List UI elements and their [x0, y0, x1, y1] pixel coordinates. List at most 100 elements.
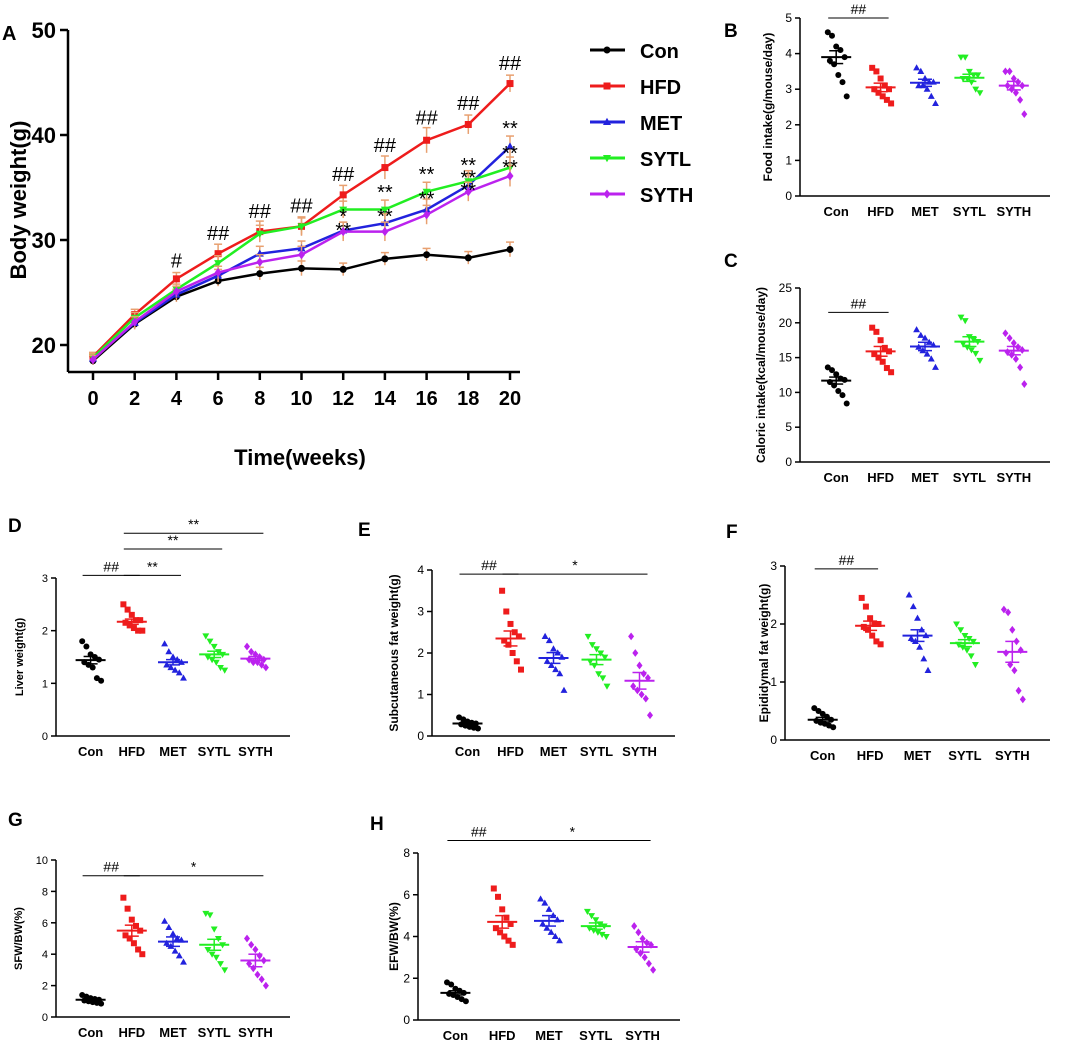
data-point — [208, 951, 216, 958]
data-point — [339, 265, 347, 273]
data-point — [537, 895, 545, 902]
data-point — [972, 350, 980, 358]
data-point — [83, 643, 90, 650]
data-point — [262, 663, 269, 672]
group-hfd — [116, 601, 147, 634]
data-point — [584, 633, 592, 640]
data-point — [927, 92, 935, 99]
data-point — [909, 603, 917, 610]
significance-marker: ## — [332, 164, 355, 186]
data-point — [642, 694, 649, 703]
group-con — [821, 364, 852, 407]
x-tick-label: SYTH — [622, 744, 657, 759]
data-point — [221, 967, 229, 974]
data-point — [490, 885, 497, 892]
data-point — [869, 324, 876, 331]
data-point — [503, 608, 510, 615]
data-point — [924, 666, 932, 673]
data-point — [588, 913, 596, 920]
data-point — [883, 96, 890, 103]
y-tick-label: 3 — [42, 573, 48, 585]
data-point — [932, 99, 939, 106]
data-point — [501, 637, 508, 644]
legend-label: HFD — [640, 77, 681, 99]
x-tick-label: 8 — [254, 388, 265, 410]
data-point — [165, 648, 173, 655]
data-point — [873, 638, 880, 645]
y-tick-label: 25 — [779, 281, 793, 295]
y-axis-title: SFW/BW(%) — [13, 907, 25, 970]
significance-label: * — [570, 823, 576, 839]
x-tick-label: 10 — [290, 388, 312, 410]
x-tick-label: 0 — [87, 388, 98, 410]
y-tick-label: 2 — [785, 118, 792, 132]
data-point — [920, 655, 928, 662]
x-tick-label: MET — [535, 1028, 563, 1040]
group-sytl — [580, 908, 611, 941]
y-tick-label: 3 — [785, 82, 792, 96]
significance-marker: ## — [415, 108, 438, 130]
data-point — [560, 686, 568, 693]
x-tick-label: Con — [455, 744, 480, 759]
significance-marker: ** — [461, 155, 477, 177]
data-point — [499, 587, 506, 594]
data-point — [248, 647, 255, 656]
significance-marker: ## — [249, 201, 272, 223]
group-hfd — [865, 324, 896, 376]
data-point — [875, 89, 882, 96]
data-point — [139, 951, 146, 958]
significance-marker: ## — [499, 53, 522, 75]
panel-h-dot-plot: H 0 2 4 6 8 EFW/BW(%) Con HFD MET SYTL SYTH ## * — [370, 814, 680, 1040]
data-point — [630, 682, 637, 691]
data-point — [206, 912, 214, 919]
y-tick-label: 0 — [770, 733, 777, 747]
data-point — [957, 314, 965, 321]
data-point — [826, 57, 833, 64]
data-point — [1015, 686, 1022, 695]
data-point — [888, 100, 895, 107]
x-tick-label: 4 — [171, 388, 183, 410]
data-point — [165, 923, 173, 931]
data-point — [923, 85, 931, 92]
data-point — [976, 357, 984, 364]
significance-marker: ## — [290, 196, 313, 218]
legend: Con HFD MET SYTL SYTH — [590, 41, 693, 207]
group-met — [158, 640, 188, 681]
data-point — [423, 251, 431, 259]
x-tick-label: HFD — [867, 204, 894, 219]
data-point — [503, 914, 510, 921]
data-point — [130, 940, 137, 947]
y-tick-label: 6 — [403, 888, 410, 902]
x-tick-label: HFD — [489, 1028, 516, 1040]
y-tick-label: 8 — [42, 886, 48, 898]
data-point — [539, 920, 547, 927]
data-point — [122, 932, 129, 939]
data-point — [971, 662, 979, 669]
y-tick-label: 2 — [770, 617, 777, 631]
panel-label: E — [358, 520, 371, 541]
y-axis-title: EFW/BW(%) — [387, 902, 401, 971]
panel-label: C — [724, 251, 738, 272]
significance-marker: ## — [207, 223, 230, 245]
data-point — [505, 937, 512, 944]
data-point — [839, 79, 846, 86]
data-point — [1002, 67, 1009, 76]
data-point — [888, 369, 895, 376]
data-point — [506, 245, 514, 253]
x-tick-label: SYTL — [579, 1028, 612, 1040]
data-point — [970, 336, 978, 344]
legend-swatch-marker — [603, 82, 611, 90]
data-point — [921, 334, 929, 341]
y-tick-label: 1 — [42, 678, 48, 690]
data-point — [961, 54, 969, 61]
data-point — [871, 621, 878, 627]
data-point — [883, 365, 890, 372]
y-tick-label: 4 — [403, 930, 410, 944]
data-point — [505, 142, 515, 150]
data-point — [217, 961, 224, 968]
data-point — [551, 932, 559, 940]
data-point — [212, 954, 220, 961]
data-point — [824, 29, 831, 36]
y-tick-label: 15 — [779, 351, 793, 365]
